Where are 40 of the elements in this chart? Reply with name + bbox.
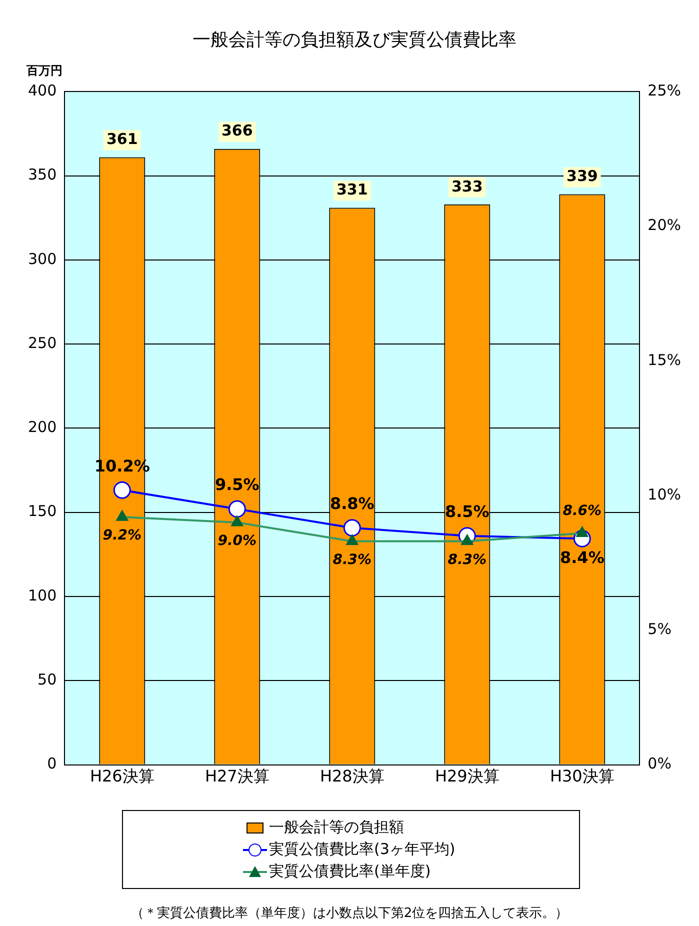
y-axis-title: 百万円 xyxy=(26,64,63,78)
y2-tick-label: 25% xyxy=(648,81,682,100)
x-tick-label: H29決算 xyxy=(434,766,500,786)
y-tick-label: 200 xyxy=(28,418,57,436)
data-label: 9.0% xyxy=(218,533,257,550)
x-tick-label: H27決算 xyxy=(204,766,270,786)
y-tick-label: 300 xyxy=(28,250,57,268)
y-tick-label: 50 xyxy=(38,670,57,689)
data-label: 8.6% xyxy=(562,502,602,519)
text: （＊実質公債費比率（単年度）は小数点以下第2位を四捨五入して表示。） xyxy=(130,905,570,922)
legend-label: 実質公債費比率(3ヶ年平均) xyxy=(269,840,456,859)
data-label: 8.3% xyxy=(332,552,372,568)
data-label: 361 xyxy=(106,130,138,148)
data-label: 366 xyxy=(221,122,253,140)
x-tick-label: H30決算 xyxy=(550,766,614,786)
data-label: 9.5% xyxy=(214,475,260,494)
chart-title: 一般会計等の負担額及び実質公債費比率 xyxy=(192,29,516,50)
y-tick-label: 400 xyxy=(28,81,57,100)
y2-tick-label: 10% xyxy=(648,485,682,504)
y-tick-label: 250 xyxy=(28,334,57,352)
y2-tick-label: 0% xyxy=(648,754,672,773)
data-label: 339 xyxy=(566,167,598,186)
data-label: 331 xyxy=(336,180,368,199)
y-tick-label: 0 xyxy=(47,754,57,773)
y-tick-label: 350 xyxy=(28,166,57,184)
legend-label: 実質公債費比率(単年度) xyxy=(269,862,431,881)
x-tick-label: H28決算 xyxy=(320,766,384,786)
data-label: 333 xyxy=(451,177,483,196)
y-tick-label: 100 xyxy=(28,586,57,604)
data-label: 8.3% xyxy=(448,552,487,568)
data-label: 9.2% xyxy=(102,528,142,544)
y2-tick-label: 20% xyxy=(648,216,682,234)
y2-tick-label: 15% xyxy=(648,350,682,369)
data-label: 8.4% xyxy=(560,548,604,567)
data-label: 8.8% xyxy=(330,494,374,513)
data-label: 8.5% xyxy=(444,502,490,522)
legend-label: 一般会計等の負担額 xyxy=(269,818,404,837)
y2-tick-label: 5% xyxy=(648,620,672,638)
x-tick-label: H26決算 xyxy=(90,766,154,786)
y-tick-label: 150 xyxy=(28,502,57,520)
